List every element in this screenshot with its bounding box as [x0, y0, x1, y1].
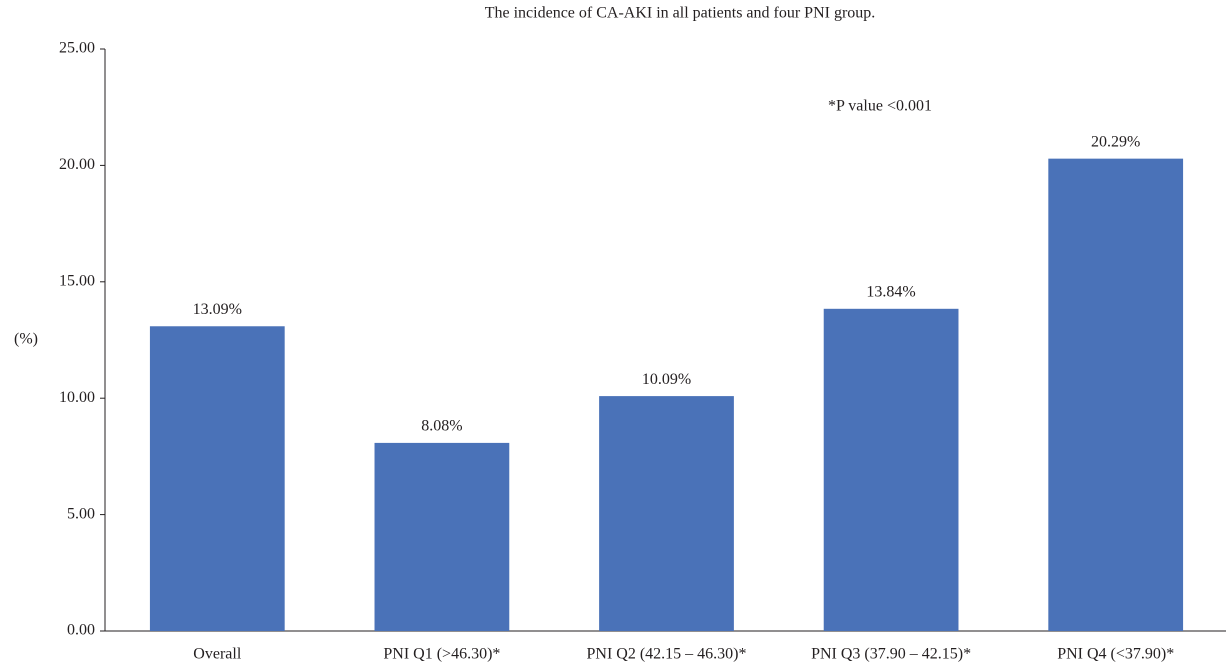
x-tick-label: PNI Q4 (<37.90)*	[1057, 646, 1174, 663]
y-tick-label: 25.00	[59, 40, 95, 57]
bar	[823, 308, 959, 631]
y-tick-label: 10.00	[59, 389, 95, 406]
chart-title: The incidence of CA-AKI in all patients …	[485, 5, 876, 22]
y-axis-label: (%)	[14, 331, 38, 348]
x-tick-label: Overall	[193, 646, 242, 663]
data-label: 13.84%	[866, 283, 915, 300]
bar	[149, 326, 285, 631]
bar	[374, 442, 510, 631]
x-tick-label: PNI Q1 (>46.30)*	[383, 646, 500, 663]
data-label: 20.29%	[1091, 133, 1140, 150]
y-tick-label: 15.00	[59, 272, 95, 289]
bar	[1048, 158, 1184, 631]
y-tick-label: 20.00	[59, 156, 95, 173]
annotation: *P value <0.001	[828, 98, 932, 115]
data-label: 10.09%	[642, 371, 691, 388]
data-label: 13.09%	[193, 301, 242, 318]
bar	[599, 396, 734, 631]
x-tick-label: PNI Q2 (42.15 – 46.30)*	[587, 646, 747, 663]
y-tick-label: 5.00	[67, 505, 95, 522]
y-tick-label: 0.00	[67, 622, 95, 639]
x-tick-label: PNI Q3 (37.90 – 42.15)*	[811, 646, 971, 663]
data-label: 8.08%	[421, 418, 462, 435]
